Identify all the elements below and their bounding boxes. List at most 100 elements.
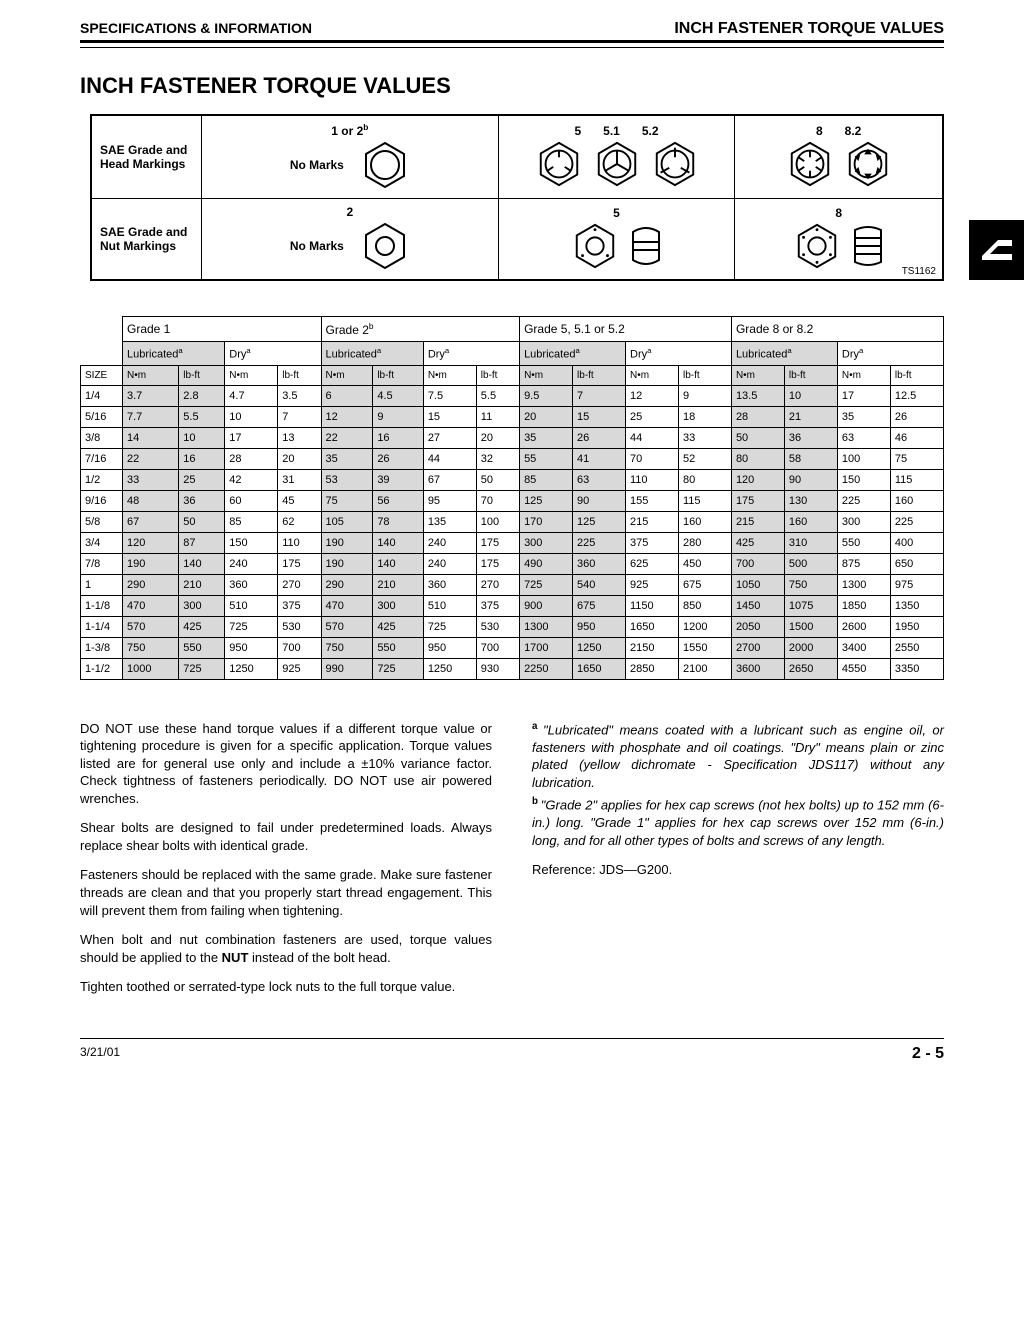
unit-header: N•m xyxy=(837,365,890,385)
torque-cell: 2600 xyxy=(837,616,890,637)
torque-cell: 6 xyxy=(321,385,373,406)
unit-header: lb-ft xyxy=(573,365,626,385)
torque-cell: 120 xyxy=(123,532,179,553)
torque-cell: 1350 xyxy=(890,595,943,616)
torque-cell: 510 xyxy=(423,595,476,616)
torque-cell: 140 xyxy=(373,553,424,574)
torque-cell: 675 xyxy=(573,595,626,616)
torque-cell: 190 xyxy=(321,553,373,574)
torque-cell: 725 xyxy=(225,616,278,637)
torque-cell: 32 xyxy=(476,448,519,469)
torque-cell: 1150 xyxy=(626,595,679,616)
torque-cell: 39 xyxy=(373,469,424,490)
torque-cell: 1050 xyxy=(731,574,784,595)
torque-cell: 25 xyxy=(626,406,679,427)
torque-cell: 1500 xyxy=(784,616,837,637)
torque-table-body: 1/43.72.84.73.564.57.55.59.5712913.51017… xyxy=(81,385,944,679)
torque-cell: 175 xyxy=(731,490,784,511)
head-grade-5: 5 5.1 5.2 xyxy=(499,116,736,198)
torque-cell: 87 xyxy=(179,532,225,553)
torque-cell: 950 xyxy=(573,616,626,637)
torque-cell: 2100 xyxy=(678,658,731,679)
head-grade-1-2: 1 or 2b No Marks xyxy=(202,116,499,198)
torque-cell: 75 xyxy=(321,490,373,511)
torque-cell: 42 xyxy=(225,469,278,490)
torque-cell: 570 xyxy=(321,616,373,637)
unit-header: lb-ft xyxy=(373,365,424,385)
torque-cell: 22 xyxy=(123,448,179,469)
torque-cell: 140 xyxy=(373,532,424,553)
torque-cell: 950 xyxy=(423,637,476,658)
torque-cell: 930 xyxy=(476,658,519,679)
size-cell: 9/16 xyxy=(81,490,123,511)
nut-side-8-icon xyxy=(851,222,885,270)
torque-cell: 700 xyxy=(731,553,784,574)
torque-cell: 725 xyxy=(179,658,225,679)
torque-cell: 360 xyxy=(423,574,476,595)
torque-cell: 26 xyxy=(890,406,943,427)
torque-cell: 270 xyxy=(278,574,321,595)
torque-cell: 53 xyxy=(321,469,373,490)
torque-cell: 56 xyxy=(373,490,424,511)
torque-cell: 2050 xyxy=(731,616,784,637)
torque-cell: 55 xyxy=(520,448,573,469)
size-cell: 1/4 xyxy=(81,385,123,406)
cond-header: Lubricateda xyxy=(731,342,837,366)
torque-cell: 7.5 xyxy=(423,385,476,406)
torque-cell: 190 xyxy=(123,553,179,574)
hex-nut-plain-icon xyxy=(360,221,410,271)
torque-cell: 50 xyxy=(731,427,784,448)
torque-cell: 700 xyxy=(476,637,519,658)
torque-table-head: Grade 1Grade 2bGrade 5, 5.1 or 5.2Grade … xyxy=(81,317,944,386)
torque-cell: 78 xyxy=(373,511,424,532)
torque-cell: 5.5 xyxy=(179,406,225,427)
torque-cell: 240 xyxy=(225,553,278,574)
torque-cell: 375 xyxy=(278,595,321,616)
torque-cell: 125 xyxy=(520,490,573,511)
unit-header: lb-ft xyxy=(678,365,731,385)
torque-cell: 360 xyxy=(225,574,278,595)
torque-cell: 35 xyxy=(520,427,573,448)
torque-cell: 9 xyxy=(678,385,731,406)
grade-markings-box: TS1162 SAE Grade and Head Markings 1 or … xyxy=(90,114,944,281)
torque-cell: 28 xyxy=(731,406,784,427)
torque-cell: 13.5 xyxy=(731,385,784,406)
torque-cell: 725 xyxy=(373,658,424,679)
torque-cell: 1850 xyxy=(837,595,890,616)
unit-header: lb-ft xyxy=(179,365,225,385)
torque-cell: 1250 xyxy=(423,658,476,679)
torque-cell: 725 xyxy=(520,574,573,595)
torque-cell: 80 xyxy=(731,448,784,469)
torque-cell: 5.5 xyxy=(476,385,519,406)
torque-cell: 360 xyxy=(573,553,626,574)
torque-cell: 35 xyxy=(837,406,890,427)
torque-cell: 1550 xyxy=(678,637,731,658)
torque-cell: 500 xyxy=(784,553,837,574)
torque-cell: 750 xyxy=(123,637,179,658)
torque-cell: 17 xyxy=(837,385,890,406)
torque-cell: 2.8 xyxy=(179,385,225,406)
torque-cell: 990 xyxy=(321,658,373,679)
unit-header: N•m xyxy=(626,365,679,385)
torque-cell: 63 xyxy=(573,469,626,490)
hex-head-6tri-icon xyxy=(844,140,892,188)
hex-nut-6dots-icon xyxy=(793,222,841,270)
grade-header: Grade 2b xyxy=(321,317,520,342)
reference-line: Reference: JDS—G200. xyxy=(532,861,944,879)
nut-side-5-icon xyxy=(629,222,663,270)
size-cell: 1-3/8 xyxy=(81,637,123,658)
torque-cell: 10 xyxy=(225,406,278,427)
torque-cell: 1950 xyxy=(890,616,943,637)
size-cell: 5/16 xyxy=(81,406,123,427)
torque-cell: 490 xyxy=(520,553,573,574)
torque-cell: 14 xyxy=(123,427,179,448)
torque-cell: 7 xyxy=(573,385,626,406)
footnote-a: a "Lubricated" means coated with a lubri… xyxy=(532,720,944,792)
torque-cell: 900 xyxy=(520,595,573,616)
torque-cell: 925 xyxy=(626,574,679,595)
hex-nut-dots-icon xyxy=(571,222,619,270)
torque-cell: 11 xyxy=(476,406,519,427)
torque-cell: 400 xyxy=(890,532,943,553)
torque-cell: 48 xyxy=(123,490,179,511)
size-cell: 5/8 xyxy=(81,511,123,532)
